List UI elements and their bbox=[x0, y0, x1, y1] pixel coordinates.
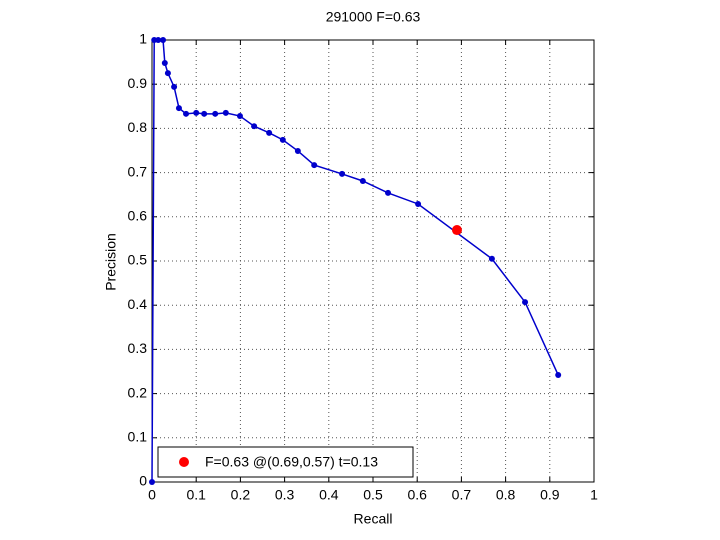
point bbox=[294, 147, 301, 154]
point bbox=[251, 123, 258, 130]
x-tick-label: 0.1 bbox=[186, 487, 206, 503]
x-tick-label: 0.3 bbox=[275, 487, 295, 503]
x-axis-label: Recall bbox=[354, 511, 393, 527]
legend-marker bbox=[179, 457, 189, 467]
x-tick-label: 0.9 bbox=[540, 487, 560, 503]
point bbox=[339, 170, 346, 177]
point bbox=[161, 59, 168, 66]
point bbox=[236, 113, 243, 120]
x-tick-label: 0.2 bbox=[231, 487, 251, 503]
point bbox=[171, 83, 178, 90]
y-tick-label: 0.9 bbox=[128, 75, 148, 91]
point bbox=[201, 110, 208, 117]
point bbox=[212, 110, 219, 117]
y-tick-label: 1 bbox=[139, 31, 147, 47]
point bbox=[266, 129, 273, 136]
point bbox=[160, 37, 167, 43]
y-tick-label: 0.6 bbox=[128, 208, 148, 224]
point bbox=[149, 479, 155, 485]
chart-title: 291000 F=0.63 bbox=[326, 9, 421, 25]
y-tick-label: 0.7 bbox=[128, 163, 148, 179]
point bbox=[385, 189, 392, 196]
point bbox=[175, 105, 182, 112]
y-tick-label: 0.3 bbox=[128, 340, 148, 356]
y-tick-label: 0.8 bbox=[128, 119, 148, 135]
y-tick-label: 0.4 bbox=[128, 296, 148, 312]
point bbox=[183, 110, 190, 117]
x-tick-label: 0.7 bbox=[452, 487, 472, 503]
legend-box bbox=[157, 446, 414, 478]
point bbox=[155, 37, 162, 43]
best-point bbox=[451, 225, 462, 236]
x-tick-label: 0.5 bbox=[363, 487, 383, 503]
y-axis-label: Precision bbox=[103, 233, 119, 291]
legend-label: F=0.63 @(0.69,0.57) t=0.13 bbox=[205, 454, 378, 470]
x-tick-label: 0 bbox=[148, 487, 156, 503]
point bbox=[164, 70, 171, 77]
plot-frame bbox=[151, 39, 595, 483]
y-tick-label: 0 bbox=[139, 473, 147, 489]
x-tick-label: 0.4 bbox=[319, 487, 339, 503]
point bbox=[359, 177, 366, 184]
x-tick-label: 1 bbox=[590, 487, 598, 503]
point bbox=[279, 136, 286, 143]
point bbox=[555, 372, 562, 379]
x-tick-label: 0.8 bbox=[496, 487, 516, 503]
x-tick-label: 0.6 bbox=[407, 487, 427, 503]
point bbox=[415, 200, 422, 207]
y-tick-label: 0.5 bbox=[128, 252, 148, 268]
point bbox=[311, 162, 318, 169]
point bbox=[222, 109, 229, 116]
point bbox=[488, 255, 495, 262]
y-tick-label: 0.2 bbox=[128, 384, 148, 400]
point bbox=[193, 109, 200, 116]
point bbox=[522, 299, 529, 306]
y-tick-label: 0.1 bbox=[128, 429, 148, 445]
